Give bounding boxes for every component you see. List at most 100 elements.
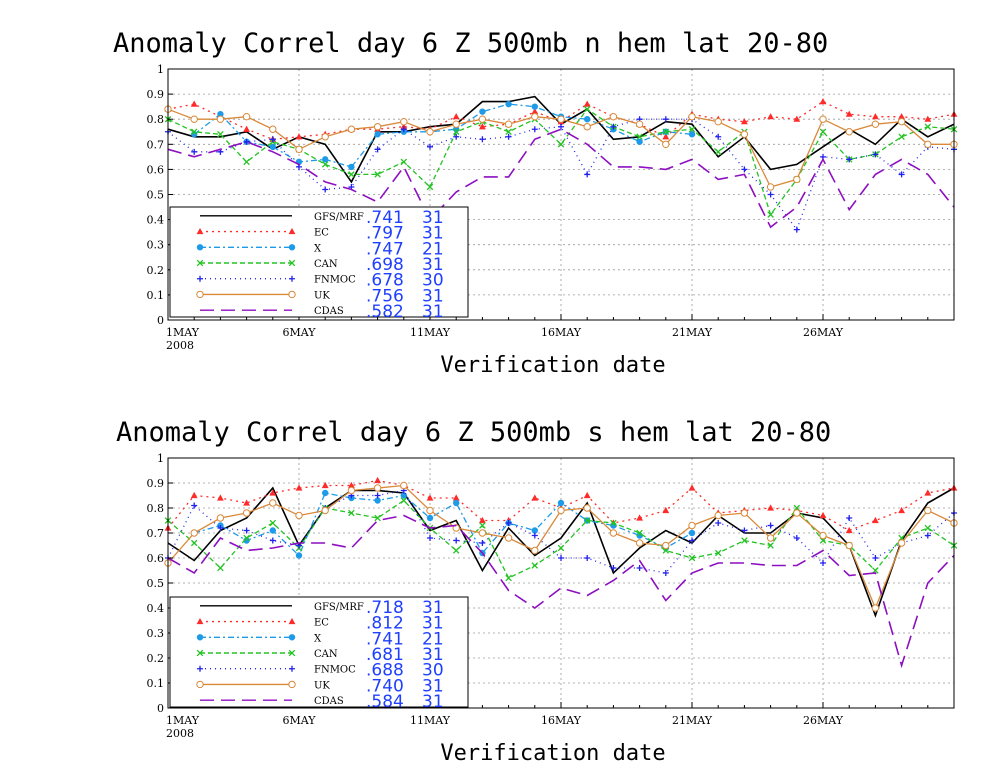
data-point xyxy=(584,555,591,561)
legend-series-count: 31 xyxy=(422,224,444,244)
y-tick-label: 0.6 xyxy=(147,552,165,565)
data-point xyxy=(662,541,670,550)
legend: GFS/MRF .741 31 EC .797 31 X .747 21 CAN .698 31 FNM… xyxy=(169,206,469,322)
data-point xyxy=(767,504,774,511)
data-point xyxy=(373,123,382,131)
data-point xyxy=(531,562,539,569)
data-point xyxy=(505,574,512,582)
data-point xyxy=(295,484,303,491)
y-tick-label: 0 xyxy=(157,702,164,715)
legend: GFS/MRF .718 31 EC .812 31 X .741 21 CAN .681 31 FNM… xyxy=(169,596,469,712)
data-point xyxy=(426,514,434,522)
data-point xyxy=(741,118,748,125)
data-point xyxy=(243,499,250,506)
data-point xyxy=(374,476,381,484)
data-point xyxy=(767,191,774,198)
legend-series-name: CDAS xyxy=(314,306,344,317)
data-point xyxy=(820,560,826,566)
data-point xyxy=(348,163,355,171)
legend-marker xyxy=(289,275,295,282)
data-point xyxy=(191,148,198,155)
data-point xyxy=(897,539,906,547)
data-point xyxy=(531,532,538,539)
data-point xyxy=(898,113,905,120)
data-point xyxy=(217,494,224,501)
data-point xyxy=(872,113,879,120)
y-tick-label: 0.9 xyxy=(147,88,165,101)
x-tick-label: 16MAY xyxy=(541,326,582,339)
data-point xyxy=(714,549,722,557)
series-line-x xyxy=(193,103,693,168)
data-point xyxy=(688,554,696,562)
x-tick-label: 1MAY xyxy=(166,714,200,727)
data-point xyxy=(400,158,408,166)
data-point xyxy=(505,520,512,526)
legend-series-count: 31 xyxy=(422,614,444,634)
x-axis-label: Verification date xyxy=(440,353,665,378)
data-point xyxy=(872,567,879,574)
data-point xyxy=(610,519,617,527)
data-point xyxy=(374,131,381,138)
y-tick-label: 0.6 xyxy=(147,163,165,176)
legend-series-name: EC xyxy=(314,228,329,239)
legend-marker xyxy=(196,259,204,267)
legend-series-name: CAN xyxy=(314,259,338,270)
legend-marker xyxy=(288,649,296,657)
data-point xyxy=(348,481,355,489)
data-point xyxy=(557,499,565,507)
data-point xyxy=(688,529,696,537)
y-tick-label: 0.8 xyxy=(147,113,165,126)
data-point xyxy=(505,133,512,140)
y-tick-label: 0.5 xyxy=(147,189,165,202)
x-tick-label: 26MAY xyxy=(803,326,844,339)
legend-series-count: 31 xyxy=(422,286,444,306)
legend-series-score: .741 xyxy=(366,208,404,228)
data-point xyxy=(924,123,932,130)
legend-series-count: 31 xyxy=(422,692,444,712)
data-point xyxy=(190,115,198,123)
data-point xyxy=(400,123,408,130)
data-point xyxy=(373,484,382,492)
legend-marker xyxy=(288,290,296,299)
legend-series-name: UK xyxy=(314,290,330,301)
y-tick-label: 0.9 xyxy=(147,477,165,490)
data-point xyxy=(321,161,329,168)
data-point xyxy=(924,140,932,149)
data-point xyxy=(269,489,277,496)
legend-series-score: .681 xyxy=(366,645,404,665)
data-point xyxy=(348,509,355,517)
data-point xyxy=(217,131,224,138)
legend-marker xyxy=(288,259,296,267)
data-point xyxy=(714,118,722,126)
data-point xyxy=(269,136,276,143)
data-point xyxy=(374,492,381,499)
data-point xyxy=(662,570,669,576)
legend-series-count: 21 xyxy=(422,629,444,649)
data-point xyxy=(819,115,827,123)
x-axis-label: Verification date xyxy=(440,741,665,766)
data-point xyxy=(558,123,564,130)
data-point xyxy=(295,145,303,154)
legend-marker xyxy=(288,680,296,689)
y-tick-label: 1 xyxy=(157,63,164,76)
data-point xyxy=(452,120,460,128)
legend-series-score: .797 xyxy=(366,224,404,244)
data-point xyxy=(740,130,749,138)
data-point xyxy=(584,171,591,178)
data-point xyxy=(243,138,250,145)
data-point xyxy=(453,133,460,140)
legend-series-name: X xyxy=(314,243,322,254)
legend-series-count: 31 xyxy=(422,208,444,228)
data-point xyxy=(242,112,251,121)
legend-series-score: .584 xyxy=(366,692,404,712)
data-point xyxy=(767,113,774,120)
data-point xyxy=(374,171,381,178)
data-point xyxy=(845,128,853,136)
data-point xyxy=(217,525,224,531)
data-point xyxy=(689,537,695,544)
data-point xyxy=(924,524,932,532)
x-tick-label: 21MAY xyxy=(672,326,713,339)
legend-series-name: FNMOC xyxy=(314,275,356,286)
y-tick-label: 0.7 xyxy=(147,527,165,540)
legend-marker xyxy=(196,617,204,625)
